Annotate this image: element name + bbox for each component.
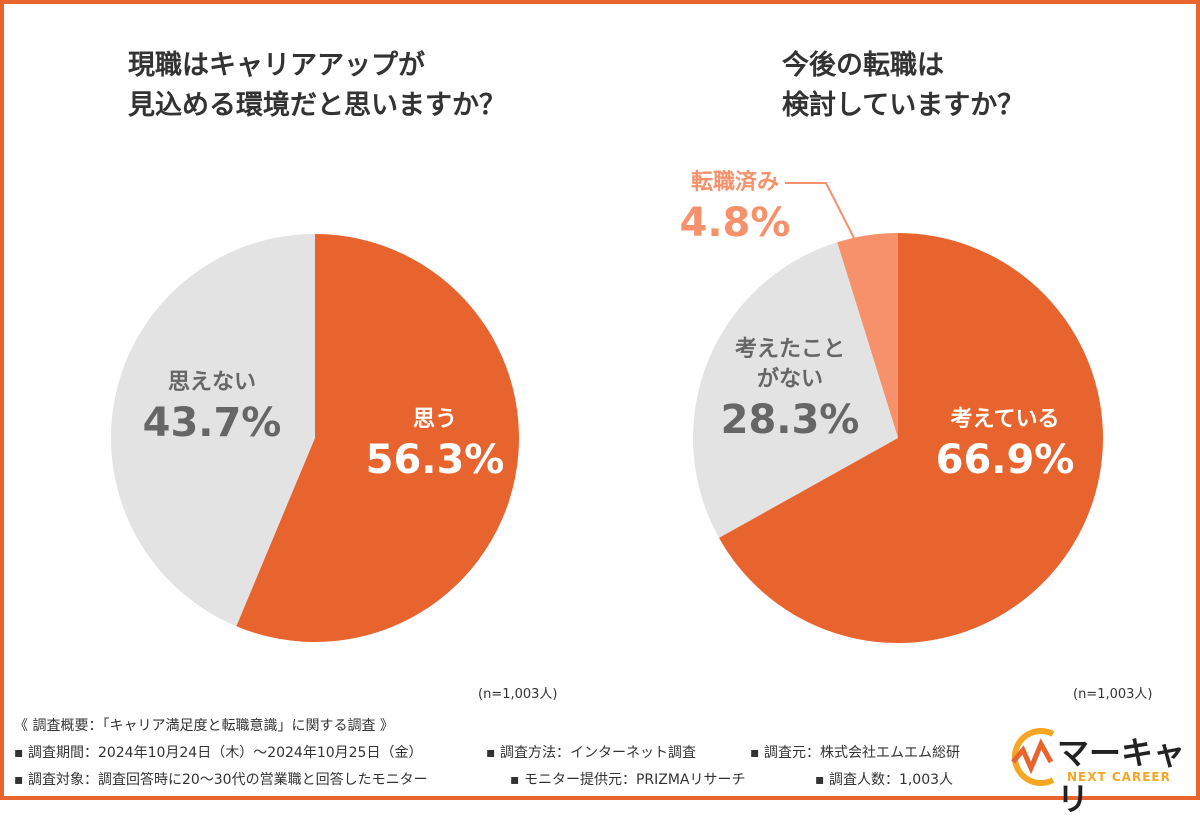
pie1-slice-1 bbox=[111, 233, 315, 627]
footer-item-source: ▪ 調査元：株式会社エムエム総研 bbox=[750, 745, 960, 761]
leader-line-tenshokuzumi bbox=[785, 182, 856, 241]
slice-label-tenshokuzumi: 転職済み 4.8% bbox=[675, 168, 795, 248]
slice-value: 28.3% bbox=[720, 397, 860, 443]
pie2-slice-0 bbox=[718, 233, 1104, 643]
logo-mark-icon bbox=[1011, 728, 1055, 786]
chart1-sample-size: (n=1,003人) bbox=[478, 687, 558, 702]
slice-label-text: 思う bbox=[412, 407, 457, 432]
chart2-sample-size: (n=1,003人) bbox=[1073, 687, 1153, 702]
footer-item-provider: ▪ モニター提供元：PRIZMAリサーチ bbox=[510, 772, 746, 788]
slice-value: 4.8% bbox=[679, 200, 791, 246]
slice-value: 66.9% bbox=[935, 437, 1075, 483]
footer-item-target: ▪ 調査対象：調査回答時に20～30代の営業職と回答したモニター bbox=[14, 772, 428, 788]
chart2-title-line2: 検討していますか？ bbox=[782, 90, 1025, 121]
footer-item-period: ▪ 調査期間：2024年10月24日（木）～2024年10月25日（金） bbox=[14, 745, 423, 761]
pie2-slice-2 bbox=[837, 233, 898, 438]
footer-item-count: ▪ 調査人数：1,003人 bbox=[815, 772, 954, 788]
slice-value: 43.7% bbox=[142, 400, 282, 446]
slice-label-kangaetakotoganai: 考えたこと がない 28.3% bbox=[715, 335, 865, 445]
slice-label-omou: 思う 56.3% bbox=[365, 405, 505, 485]
chart1-title: 現職はキャリアアップが 見込める環境だと思いますか？ bbox=[128, 46, 506, 126]
pie1-slice-0 bbox=[236, 234, 520, 642]
slice-value: 56.3% bbox=[365, 437, 505, 483]
logo-subtitle: NEXT CAREER bbox=[1067, 770, 1171, 784]
slice-label-kangaeteiru: 考えている 66.9% bbox=[925, 405, 1085, 485]
footer-heading: 《 調査概要：「キャリア満足度と転職意識」に関する調査 》 bbox=[14, 718, 394, 734]
slice-label-text: 考えている bbox=[950, 407, 1060, 432]
chart2-title-line1: 今後の転職は bbox=[782, 50, 944, 81]
footer-item-method: ▪ 調査方法：インターネット調査 bbox=[486, 745, 696, 761]
logo: マーキャリ NEXT CAREER bbox=[1005, 722, 1195, 818]
chart2-title: 今後の転職は 検討していますか？ bbox=[782, 46, 1024, 126]
slice-label-text: がない bbox=[756, 367, 823, 392]
pie-charts bbox=[111, 182, 1104, 643]
slice-label-text: 考えたこと bbox=[734, 337, 845, 362]
chart1-title-line1: 現職はキャリアアップが bbox=[128, 50, 425, 81]
slice-label-text: 思えない bbox=[167, 370, 256, 395]
slice-label-omoenai: 思えない 43.7% bbox=[142, 368, 282, 448]
chart1-title-line2: 見込める環境だと思いますか？ bbox=[128, 90, 506, 121]
slice-label-text: 転職済み bbox=[690, 170, 779, 195]
pie2-slice-1 bbox=[692, 242, 898, 538]
